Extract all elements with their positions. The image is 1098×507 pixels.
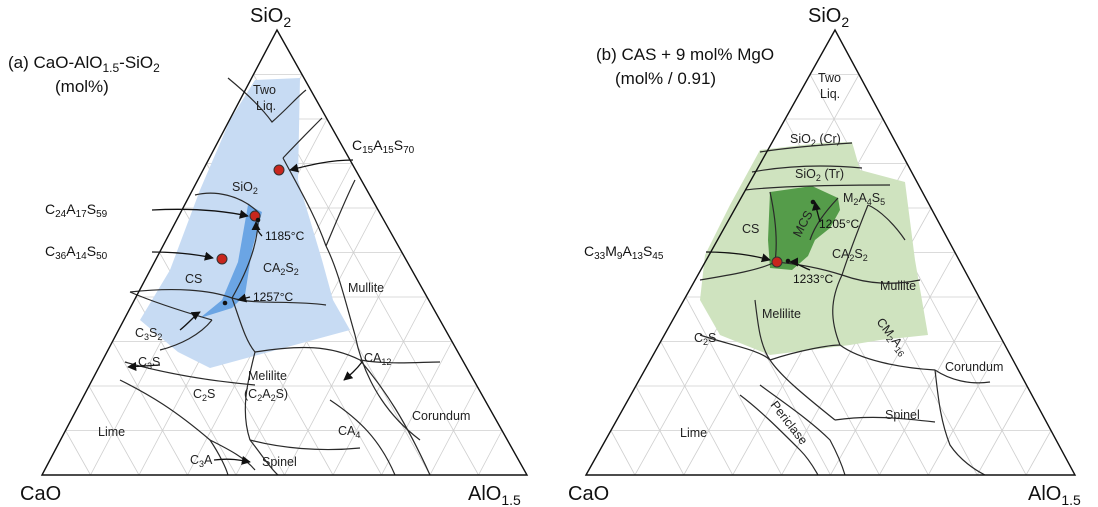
panel-a-apex-sio2: SiO2 [250,5,291,30]
grid-line [635,385,685,475]
label-b-melilite: Melilite [762,307,801,321]
composition-c24a17s59: C24A17S59 [45,201,108,220]
label-b-spinel: Spinel [885,408,920,422]
label-ca4: CA4 [338,424,360,440]
label-ca2s2: CA2S2 [263,261,299,277]
label-c3s2: C3S2 [135,326,162,342]
grid-line [284,252,403,475]
panel-b-cs-mcs-region [768,186,840,270]
grid-line [879,296,980,475]
label-mullite: Mullite [348,281,384,295]
grid-line [830,252,956,475]
panel-a-point-c36a14s50 [216,253,228,265]
label-b-sio2-tr: SiO2 (Tr) [795,167,844,183]
label-corundum: Corundum [412,409,470,423]
label-b-two: Two [818,71,841,85]
grid-line [809,74,1027,475]
label-b-c2s: C2S [694,331,716,347]
grid-line [65,430,91,475]
label-b-mullite: Mullite [880,279,916,293]
grid-line [381,341,453,475]
panel-b-title-line2: (mol% / 0.91) [615,69,716,88]
label-cs: CS [185,272,202,286]
panel-b-apex-sio2: SiO2 [808,5,849,30]
label-b-m2a4s5: M2A4S5 [843,191,885,207]
panel-a-eutectic-region [200,205,262,318]
panel-b-liquid-region [700,142,928,355]
label-c2s: C2S [193,387,215,403]
grid-line [927,341,1004,475]
grid-line [685,296,782,475]
label-b-sio2-cr: SiO2 (Cr) [790,132,841,148]
label-lime: Lime [98,425,125,439]
label-sio2: SiO2 [232,180,258,196]
label-spinel: Spinel [262,455,297,469]
grid-line [478,430,503,475]
label-b-corundum: Corundum [945,360,1003,374]
grid-line [88,385,140,475]
panel-a-apex-alo15: AlO1.5 [468,483,521,507]
label-melilite-formula: (C2A2S) [244,387,288,403]
panel-a-diagram: (a) CaO-AlO1.5-SiO2 (mol%) SiO2 CaO AlO1… [8,5,529,507]
label-b-cs: CS [742,222,759,236]
panel-a-phase-labels: Two Liq. SiO2 CS CA2S2 Mullite C3S2 C3S … [98,83,470,469]
label-liq: Liq. [256,99,276,113]
panel-a-temp-1257: 1257°C [253,290,293,304]
label-b-liq: Liq. [820,87,840,101]
grid-line [112,341,188,475]
grid-line [610,430,636,475]
composition-c33m9a13s45: C33M9A13S45 [584,243,664,262]
grid-line [660,341,734,475]
panel-b-phase-boundaries [699,142,991,476]
grid-line [976,385,1028,475]
grid-line [1025,430,1052,475]
panel-b-diagram: (b) CAS + 9 mol% MgO (mol% / 0.91) SiO2 … [568,5,1081,507]
panel-a-composition-labels: C15A15S70 C24A17S59 C36A14S50 [45,137,415,262]
panel-b-apex-alo15: AlO1.5 [1028,483,1081,507]
composition-c15a15s70: C15A15S70 [352,137,415,156]
label-melilite: Melilite [248,369,287,383]
label-b-lime: Lime [680,426,707,440]
panel-a-title-line1: (a) CaO-AlO1.5-SiO2 [8,53,160,75]
panel-a-title-line2: (mol%) [55,77,109,96]
panel-b-point-1233 [785,258,791,264]
panel-a-apex-cao: CaO [20,483,61,505]
grid-line [429,385,478,475]
panel-a-temp-1185: 1185°C [265,229,305,243]
panel-a-eutectic-1185 [255,217,261,223]
panel-a-arrows [127,159,363,465]
panel-b-arrows [705,201,821,271]
panel-b-temp-1205: 1205°C [819,217,859,231]
panel-a-eutectic-1257 [222,300,228,306]
panel-b-title-line1: (b) CAS + 9 mol% MgO [596,45,774,64]
panel-b-point-c33m9a13s45 [771,256,783,268]
label-b-ca2s2: CA2S2 [832,247,868,263]
panel-b-apex-cao: CaO [568,483,609,505]
composition-c36a14s50: C36A14S50 [45,243,108,262]
label-c3s: C3S [138,355,160,371]
panel-a-point-c15a15s70 [273,164,285,176]
label-two: Two [253,83,276,97]
label-c3a: C3A [190,453,213,469]
label-ca12: CA12 [364,351,391,367]
panel-a-phase-boundaries [119,77,441,476]
panel-b-temp-1233: 1233°C [793,272,833,286]
panel-b-point-1205 [810,199,816,205]
